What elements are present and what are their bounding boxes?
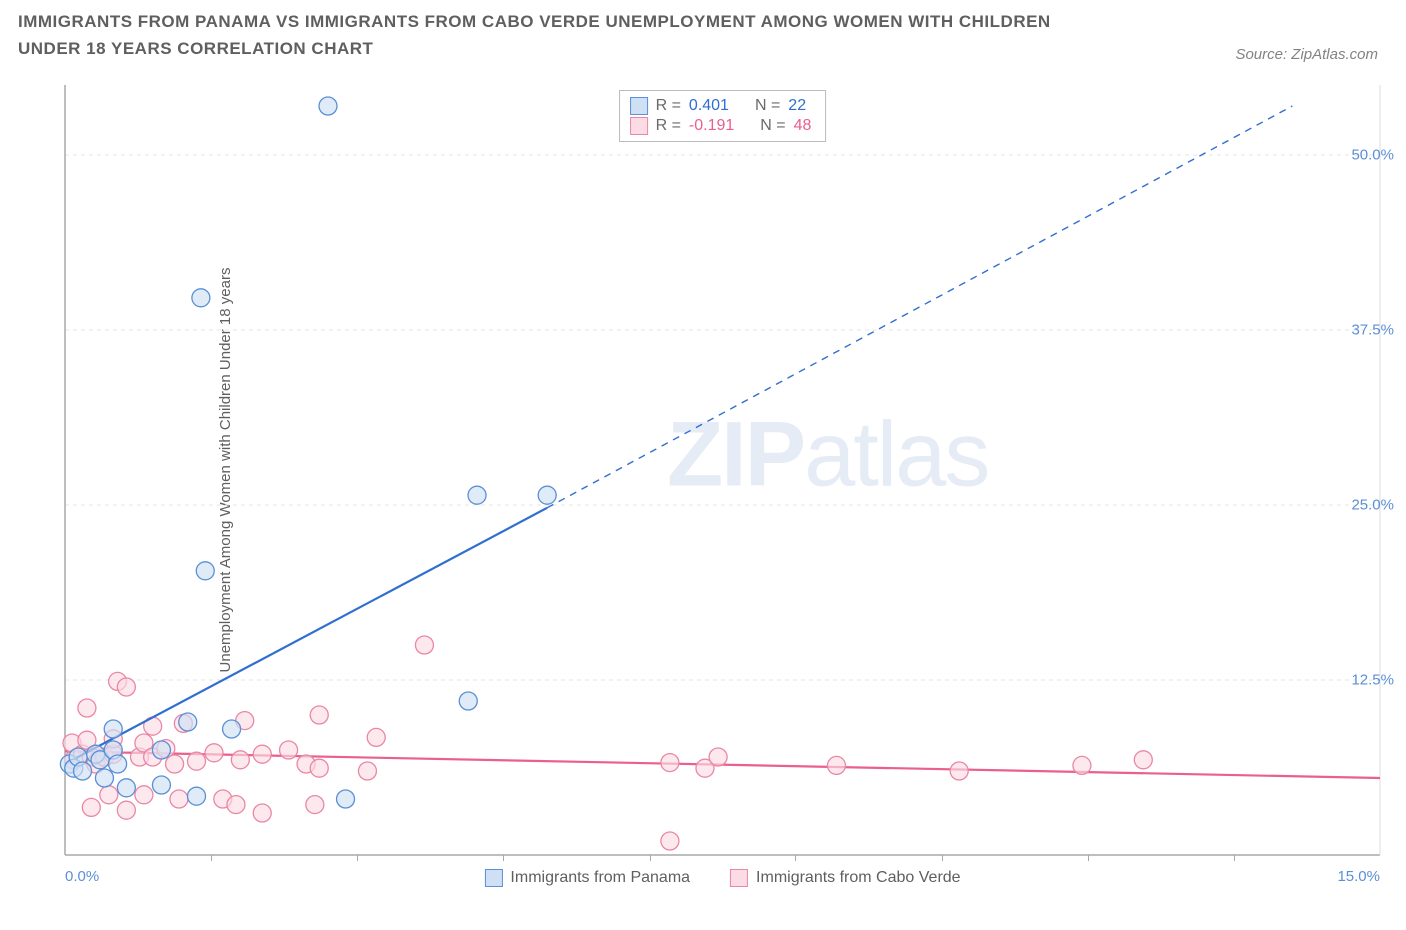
x-tick — [1088, 855, 1089, 861]
legend-item-panama: Immigrants from Panama — [484, 869, 690, 887]
n-value-caboverde: 48 — [794, 117, 812, 135]
r-label: R = — [656, 97, 681, 115]
y-tick-label: 25.0% — [1351, 497, 1394, 514]
r-value-caboverde: -0.191 — [689, 117, 734, 135]
swatch-panama — [484, 869, 502, 887]
y-tick-label: 37.5% — [1351, 322, 1394, 339]
x-tick — [795, 855, 796, 861]
correlation-row-panama: R = 0.401 N = 22 — [630, 96, 812, 116]
x-tick — [357, 855, 358, 861]
x-tick-label: 0.0% — [65, 868, 99, 885]
n-label: N = — [760, 117, 785, 135]
x-tick — [503, 855, 504, 861]
x-tick — [650, 855, 651, 861]
scatter-plot — [65, 85, 1380, 855]
n-label: N = — [755, 97, 780, 115]
x-tick — [211, 855, 212, 861]
legend-label-caboverde: Immigrants from Cabo Verde — [756, 869, 961, 887]
chart-title: IMMIGRANTS FROM PANAMA VS IMMIGRANTS FRO… — [18, 8, 1118, 62]
correlation-row-caboverde: R = -0.191 N = 48 — [630, 116, 812, 136]
x-tick-label: 15.0% — [1337, 868, 1380, 885]
correlation-legend: R = 0.401 N = 22 R = -0.191 N = 48 — [619, 90, 827, 142]
legend-label-panama: Immigrants from Panama — [510, 869, 690, 887]
x-tick — [1234, 855, 1235, 861]
bottom-legend: Immigrants from Panama Immigrants from C… — [484, 869, 960, 887]
y-tick-label: 50.0% — [1351, 147, 1394, 164]
y-tick-label: 12.5% — [1351, 672, 1394, 689]
source-attribution: Source: ZipAtlas.com — [1235, 46, 1378, 63]
r-label: R = — [656, 117, 681, 135]
swatch-caboverde — [630, 117, 648, 135]
swatch-caboverde — [730, 869, 748, 887]
n-value-panama: 22 — [788, 97, 806, 115]
legend-item-caboverde: Immigrants from Cabo Verde — [730, 869, 961, 887]
r-value-panama: 0.401 — [689, 97, 729, 115]
chart-area: Unemployment Among Women with Children U… — [65, 85, 1380, 855]
x-tick — [942, 855, 943, 861]
swatch-panama — [630, 97, 648, 115]
